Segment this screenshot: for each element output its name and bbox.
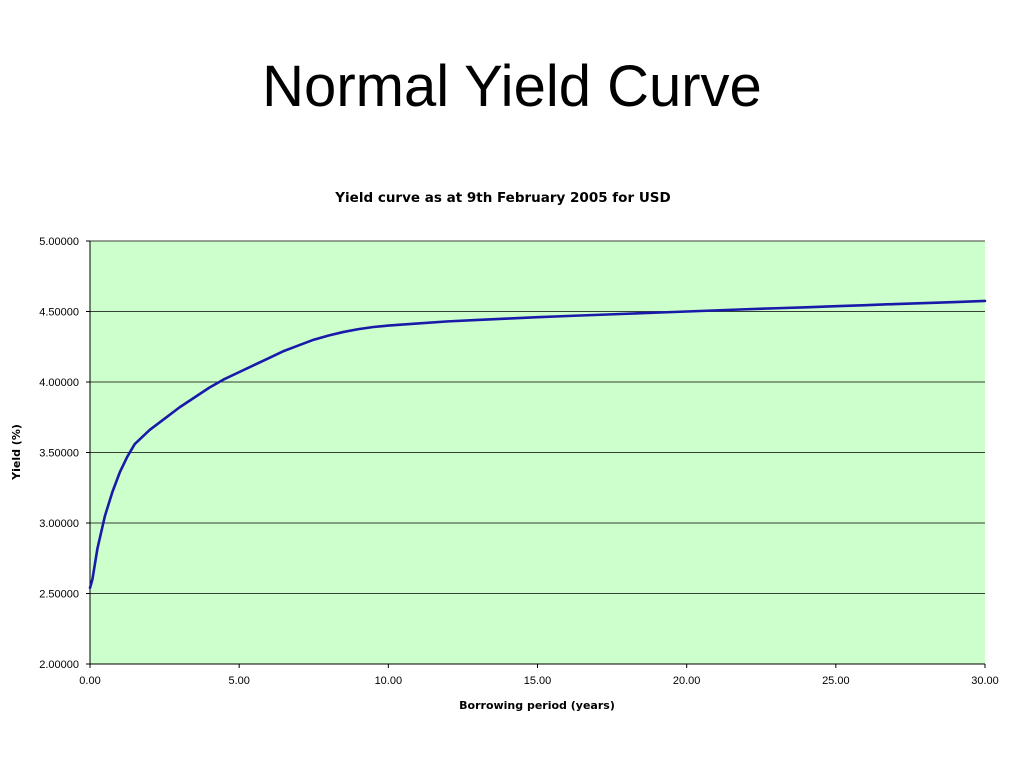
- y-tick-label: 4.00000: [39, 377, 79, 389]
- x-tick-label: 15.00: [524, 675, 552, 687]
- x-axis-title: Borrowing period (years): [459, 699, 615, 712]
- y-tick-label: 2.00000: [39, 659, 79, 671]
- x-tick-label: 10.00: [375, 675, 403, 687]
- y-tick-label: 5.00000: [39, 236, 79, 248]
- x-tick-label: 25.00: [822, 675, 850, 687]
- y-tick-label: 4.50000: [39, 307, 79, 319]
- y-axis-title: Yield (%): [10, 424, 23, 481]
- y-tick-label: 3.00000: [39, 518, 79, 530]
- x-axis-ticks: 0.00 5.00 10.00 15.00 20.00 25.00 30.00: [79, 664, 999, 687]
- y-tick-label: 2.50000: [39, 589, 79, 601]
- y-axis-ticks: 2.00000 2.50000 3.00000 3.50000 4.00000 4.500…: [39, 236, 90, 671]
- x-tick-label: 5.00: [228, 675, 249, 687]
- gridlines: [90, 240, 985, 594]
- slide-title: Normal Yield Curve: [262, 54, 762, 119]
- x-tick-label: 0.00: [79, 675, 100, 687]
- yield-series-line: [88, 299, 987, 590]
- chart-title: Yield curve as at 9th February 2005 for …: [334, 190, 670, 206]
- y-tick-label: 3.50000: [39, 448, 79, 460]
- x-tick-label: 30.00: [971, 675, 999, 687]
- x-tick-label: 20.00: [673, 675, 701, 687]
